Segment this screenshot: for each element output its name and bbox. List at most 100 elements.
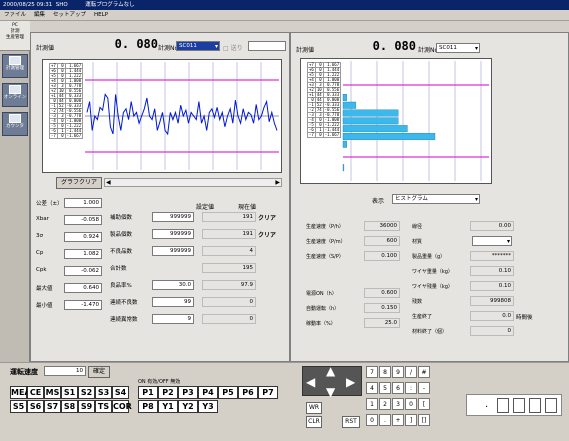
key-button[interactable]: 3 [392, 398, 404, 410]
key-button[interactable]: 5 [379, 382, 391, 394]
arrow-left-icon[interactable]: ◀ [306, 375, 316, 389]
key-button[interactable]: : [405, 382, 417, 394]
clear-button[interactable]: クリア [258, 215, 277, 222]
mode-button[interactable]: S8 [61, 400, 78, 413]
key-button[interactable]: + [392, 414, 404, 426]
current-header: 現在値 [238, 204, 257, 211]
mode-button[interactable]: S9 [78, 400, 95, 413]
mode-button[interactable]: MEA [10, 386, 31, 399]
graph-clear-button[interactable]: グラフクリア [56, 177, 102, 189]
sidebar-item-label: カウンタ [6, 124, 24, 129]
menu-help[interactable]: HELP [94, 12, 109, 18]
key-button[interactable]: ] [405, 414, 417, 426]
send-field[interactable] [248, 41, 286, 51]
key-button[interactable]: [] [418, 414, 430, 426]
mode-button[interactable]: S4 [112, 386, 129, 399]
prod-value: 0.0 [470, 311, 514, 321]
mode-button[interactable]: S6 [27, 400, 44, 413]
sidebar-item-online[interactable]: オンライン [2, 83, 28, 107]
profile-row: -7 0 -1.667 [49, 133, 83, 139]
display-select[interactable]: ヒストグラム [392, 194, 480, 204]
p-button[interactable]: Y1 [158, 400, 178, 413]
histogram-bar [342, 164, 345, 172]
arrow-up-icon[interactable]: ▲ [326, 364, 336, 378]
mode-button[interactable]: S3 [95, 386, 112, 399]
counter-setting[interactable]: 999999 [152, 212, 194, 222]
mode-button[interactable]: COR [112, 400, 132, 413]
key-button[interactable]: . [379, 414, 391, 426]
p-button[interactable]: Y2 [178, 400, 198, 413]
right-measure-label: 計測値 [296, 47, 315, 54]
wr-button[interactable]: WR [306, 402, 322, 414]
rst-button[interactable]: RST [342, 416, 360, 428]
material-select[interactable] [472, 236, 512, 246]
mode-button[interactable]: S5 [10, 400, 27, 413]
key-button[interactable]: 6 [392, 382, 404, 394]
p-button[interactable]: P5 [218, 386, 238, 399]
measure-no-select[interactable]: SC011 [176, 41, 220, 51]
stat-value: -1.470 [64, 300, 102, 310]
menu-setup[interactable]: セットアップ [53, 12, 87, 18]
key-button[interactable]: 9 [392, 366, 404, 378]
p-button[interactable]: P3 [178, 386, 198, 399]
p-button[interactable]: P8 [138, 400, 158, 413]
scroll-right-icon[interactable]: ▶ [275, 179, 280, 186]
mode-button[interactable]: S2 [78, 386, 95, 399]
counter-setting[interactable]: 99 [152, 297, 194, 307]
scroll-left-icon[interactable]: ◀ [106, 179, 111, 186]
sidebar-item-measure[interactable]: 計測管理 [2, 54, 28, 78]
p-button[interactable]: P1 [138, 386, 158, 399]
prod-label: 材料終了（個） [412, 329, 448, 335]
waveform-chart: +7 0 1.667 +6 0 1.444 +5 0 1.222 +4 0 1.000 +3 3 0.778… [42, 59, 282, 173]
key-button[interactable]: 8 [379, 366, 391, 378]
key-button[interactable]: / [405, 366, 417, 378]
mode-button[interactable]: S7 [44, 400, 61, 413]
counter-current: 4 [202, 246, 256, 256]
key-button[interactable]: [ [418, 398, 430, 410]
counter-setting[interactable]: 999999 [152, 246, 194, 256]
stat-label: 公差（±） [36, 201, 63, 207]
measure-value: 0. 080 [114, 37, 158, 51]
menu-edit[interactable]: 編集 [34, 12, 46, 18]
key-button[interactable]: 0 [366, 414, 378, 426]
clr-button[interactable]: CLR [306, 416, 322, 428]
right-measure-no-select[interactable]: SC011 [436, 43, 480, 53]
mode-button[interactable]: MS [44, 386, 61, 399]
sidebar-item-counter[interactable]: カウンタ [2, 112, 28, 136]
histogram-bar [342, 101, 357, 109]
key-button[interactable]: 2 [379, 398, 391, 410]
counter-setting[interactable]: 30.0 [152, 280, 194, 290]
p-button[interactable]: P2 [158, 386, 178, 399]
key-button[interactable]: 7 [366, 366, 378, 378]
arrow-right-icon[interactable]: ▶ [346, 375, 356, 389]
measure-label: 計測値 [36, 45, 55, 52]
counter-setting[interactable]: 999999 [152, 229, 194, 239]
counter-label: 補助個数 [110, 215, 133, 221]
mode-button[interactable]: S1 [61, 386, 78, 399]
key-button[interactable]: # [418, 366, 430, 378]
prod-value: 25.0 [364, 318, 400, 328]
speed-field[interactable]: 10 [44, 366, 86, 376]
confirm-button[interactable]: 確定 [88, 366, 110, 378]
clear-button[interactable]: クリア [258, 232, 277, 239]
arrow-down-icon[interactable]: ▼ [326, 385, 336, 399]
counter-label: 合計数 [110, 266, 127, 272]
p-button[interactable]: P6 [238, 386, 258, 399]
send-label[interactable]: □ 送り [223, 45, 243, 52]
p-button[interactable]: P7 [258, 386, 278, 399]
mode-button[interactable]: TS [95, 400, 112, 413]
profile-row: +4 0 1.000 [307, 77, 341, 83]
menu-file[interactable]: ファイル [4, 12, 27, 18]
key-button[interactable]: 1 [366, 398, 378, 410]
counter-setting[interactable]: 9 [152, 314, 194, 324]
right-measure-no-label: 計測No [418, 47, 439, 54]
profile-cell: -7 [49, 133, 58, 139]
graph-scrollbar[interactable]: ◀ ▶ [104, 178, 282, 187]
p-button[interactable]: P4 [198, 386, 218, 399]
key-button[interactable]: 0 [405, 398, 417, 410]
key-button[interactable]: 4 [366, 382, 378, 394]
mode-button[interactable]: CE [27, 386, 44, 399]
histogram-bar [342, 94, 347, 101]
p-button[interactable]: Y3 [198, 400, 218, 413]
key-button[interactable]: - [418, 382, 430, 394]
